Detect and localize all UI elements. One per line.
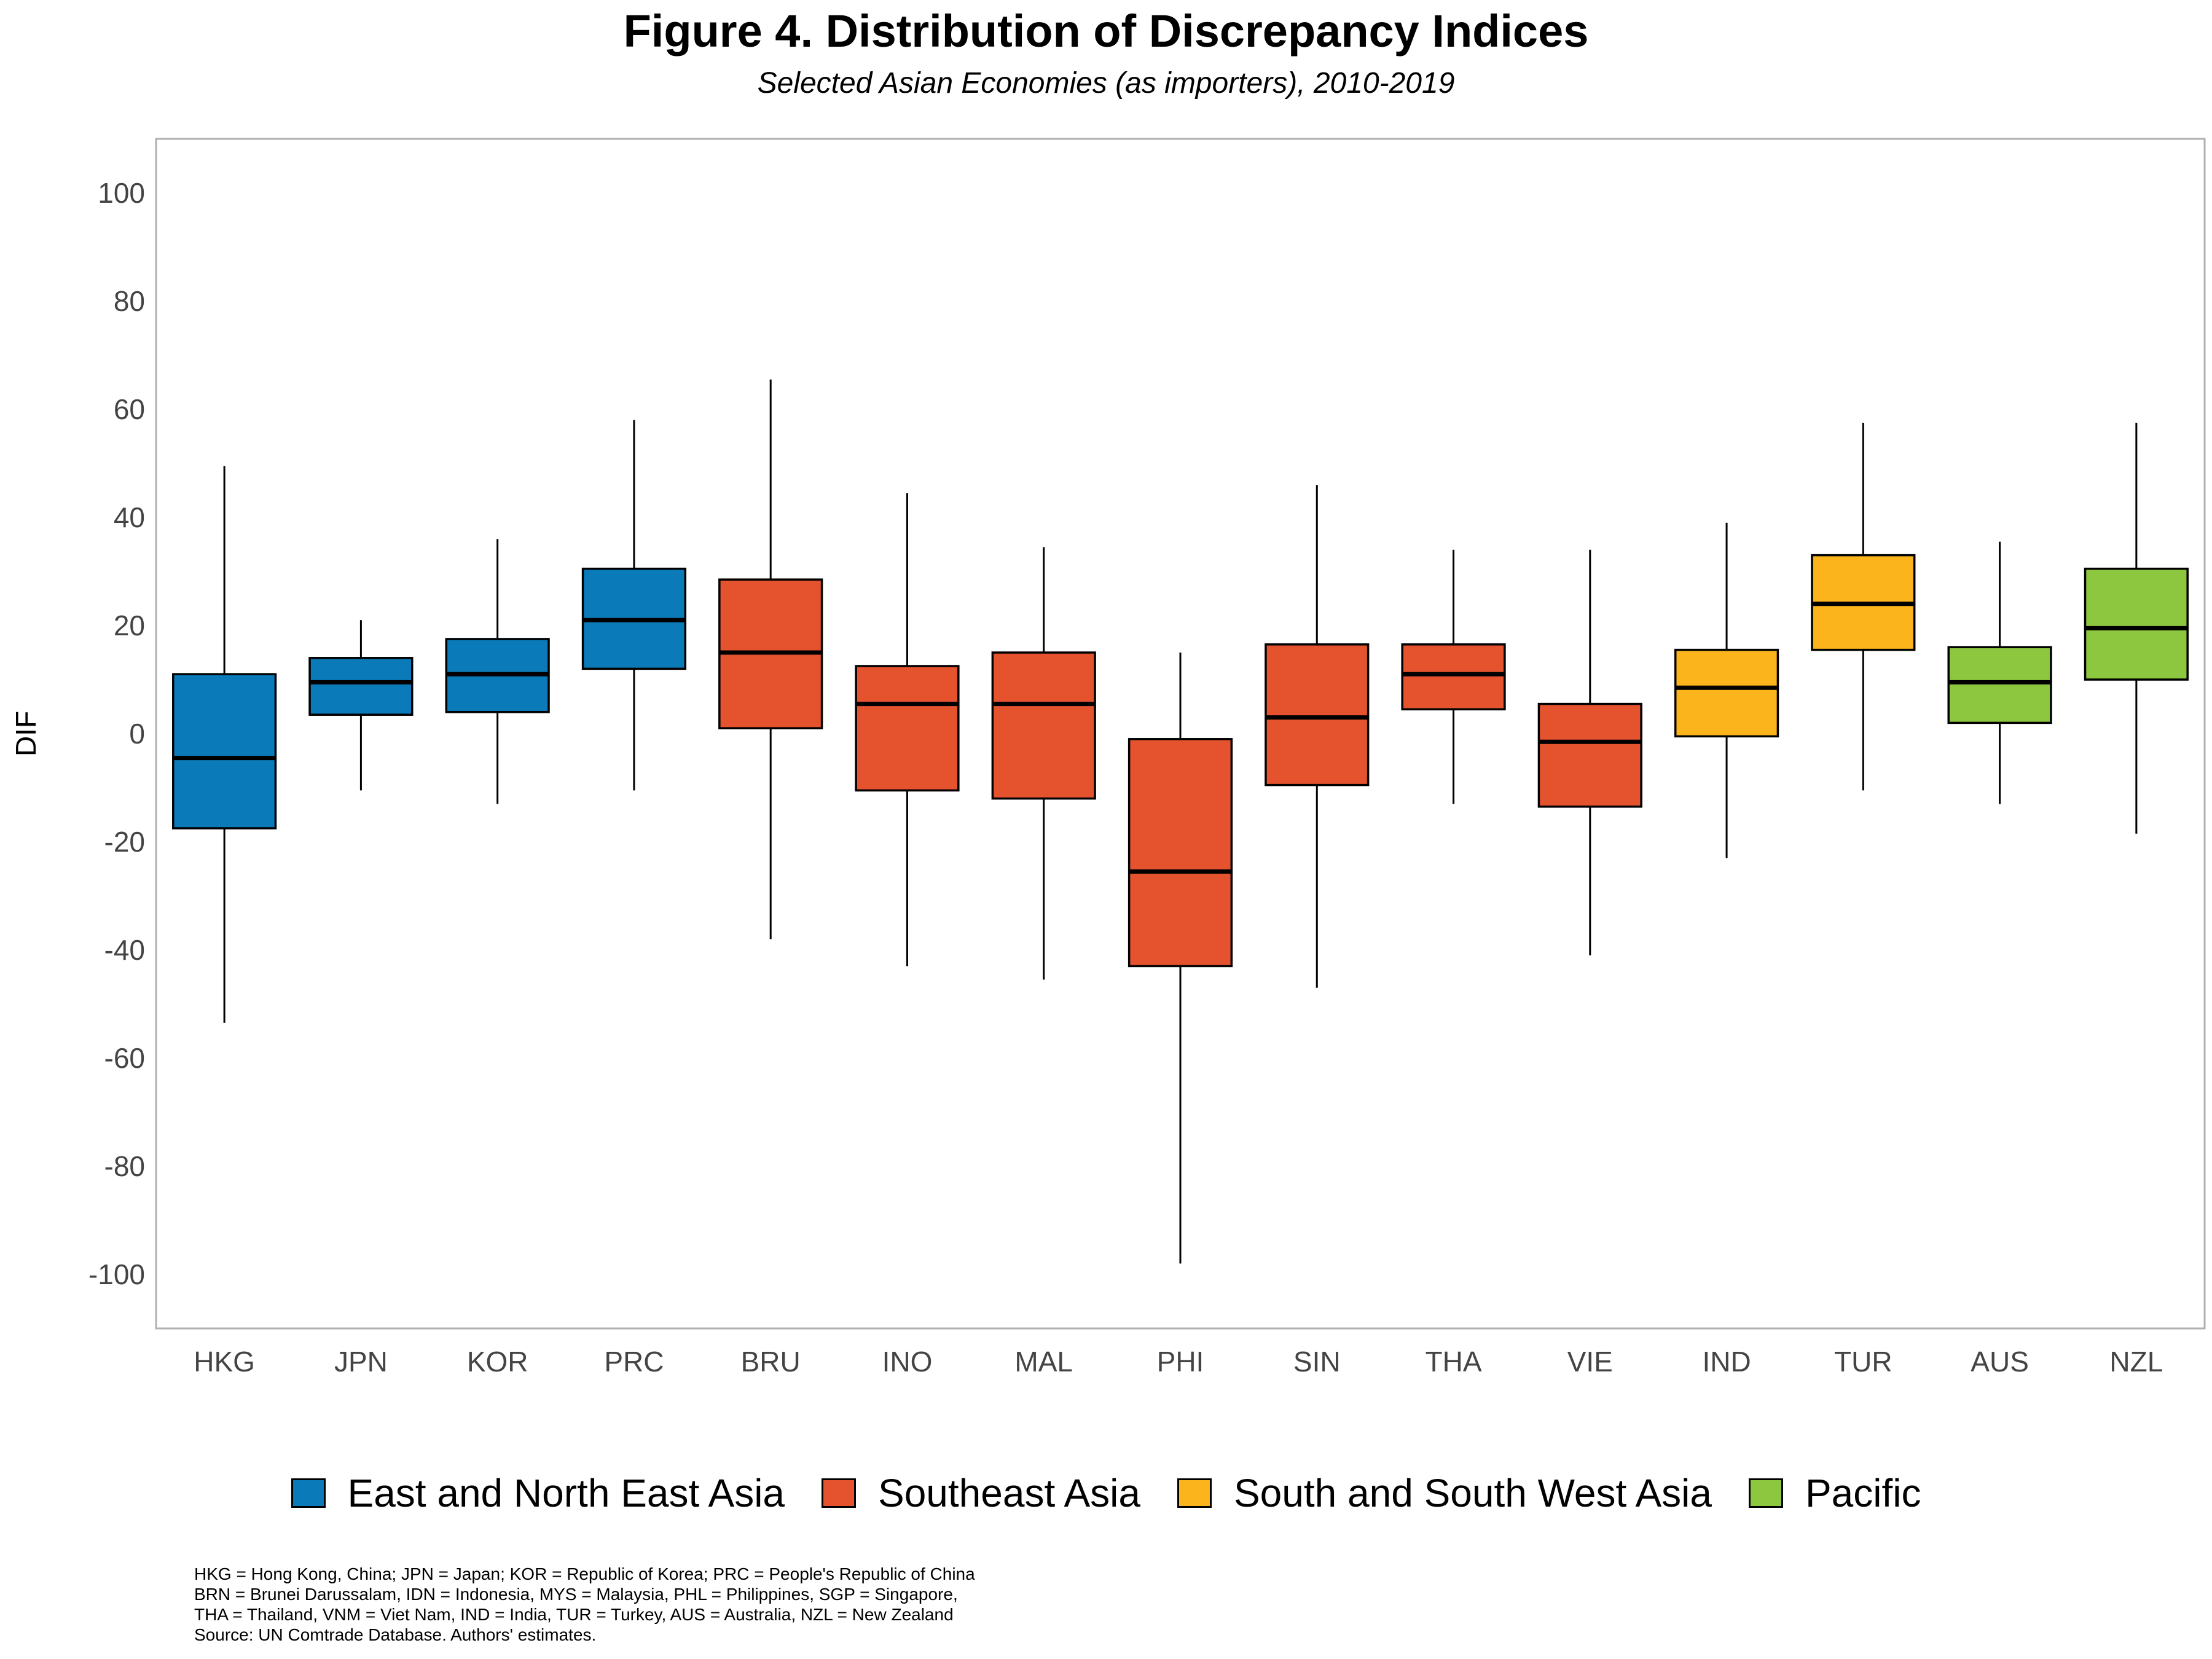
box-kor: [445, 539, 550, 804]
note-line: THA = Thailand, VNM = Viet Nam, IND = In…: [194, 1605, 954, 1624]
box-vie: [1537, 549, 1642, 955]
y-tick-label: 60: [114, 393, 145, 425]
y-tick-label: 40: [114, 501, 145, 533]
box-nzl: [2084, 423, 2189, 834]
x-tick-label: NZL: [2109, 1346, 2163, 1378]
box-tha: [1401, 549, 1506, 804]
note-line: BRN = Brunei Darussalam, IDN = Indonesia…: [194, 1585, 958, 1604]
y-tick-label: -60: [104, 1042, 145, 1074]
box-ino: [855, 493, 960, 967]
legend-label: East and North East Asia: [347, 1471, 785, 1515]
y-tick-label: -20: [104, 826, 145, 858]
x-tick-label: SIN: [1293, 1346, 1341, 1378]
legend-item: Southeast Asia: [822, 1470, 1140, 1516]
x-tick-label: THA: [1426, 1346, 1482, 1378]
chart-legend: East and North East Asia Southeast Asia So…: [0, 1462, 2212, 1524]
y-axis-label: DIF: [10, 711, 42, 756]
legend-swatch: [1177, 1473, 1212, 1513]
box-iqr: [1537, 702, 1642, 808]
x-tick-label: BRU: [741, 1346, 801, 1378]
box-iqr: [855, 665, 960, 792]
y-tick-label: 100: [98, 177, 145, 209]
y-tick-label: -100: [88, 1258, 145, 1290]
x-tick-label: PRC: [604, 1346, 664, 1378]
legend-swatch: [1748, 1473, 1783, 1513]
x-tick-label: PHI: [1157, 1346, 1204, 1378]
box-iqr: [1947, 646, 2052, 724]
x-tick-label: AUS: [1971, 1346, 2029, 1378]
box-series: [172, 379, 2189, 1264]
x-tick-label: JPN: [334, 1346, 388, 1378]
y-tick-label: -40: [104, 934, 145, 966]
legend-swatch: [822, 1473, 857, 1513]
chart-subtitle: Selected Asian Economies (as importers),…: [757, 67, 1455, 100]
x-tick-label: MAL: [1014, 1346, 1073, 1378]
box-ind: [1674, 522, 1779, 858]
box-iqr: [1674, 648, 1779, 738]
box-sin: [1265, 485, 1370, 988]
legend-item: South and South West Asia: [1177, 1470, 1712, 1516]
box-iqr: [308, 657, 414, 716]
box-bru: [718, 379, 823, 939]
box-iqr: [172, 673, 277, 830]
legend-item: Pacific: [1748, 1470, 1921, 1516]
x-tick-label: TUR: [1834, 1346, 1892, 1378]
box-iqr: [2084, 567, 2189, 681]
box-iqr: [1265, 643, 1370, 786]
x-tick-label: KOR: [467, 1346, 528, 1378]
x-tick-label: INO: [882, 1346, 933, 1378]
x-axis-ticks: HKG JPN KOR PRC BRU INO MAL PHI SIN THA VIE IND TUR A…: [194, 1346, 2163, 1378]
legend-label: Pacific: [1805, 1471, 1921, 1515]
note-line: HKG = Hong Kong, China; JPN = Japan; KOR…: [194, 1564, 975, 1583]
x-tick-label: HKG: [194, 1346, 255, 1378]
box-aus: [1947, 541, 2052, 804]
legend-label: Southeast Asia: [878, 1471, 1140, 1515]
x-tick-label: IND: [1702, 1346, 1751, 1378]
box-jpn: [308, 620, 414, 791]
note-line: Source: UN Comtrade Database. Authors' e…: [194, 1625, 597, 1644]
box-hkg: [172, 466, 277, 1023]
y-tick-label: 80: [114, 285, 145, 317]
box-phi: [1128, 653, 1233, 1264]
box-iqr: [1128, 738, 1233, 968]
legend-label: South and South West Asia: [1233, 1471, 1712, 1515]
box-mal: [991, 547, 1096, 980]
legend-swatch: [291, 1473, 326, 1513]
box-tur: [1811, 423, 1916, 791]
x-tick-label: VIE: [1567, 1346, 1613, 1378]
box-iqr: [1401, 643, 1506, 711]
box-prc: [581, 420, 687, 791]
box-iqr: [991, 651, 1096, 800]
y-tick-label: -80: [104, 1150, 145, 1182]
source-notes: HKG = Hong Kong, China; JPN = Japan; KOR…: [194, 1564, 975, 1645]
plot-panel-border: [155, 138, 2206, 1330]
y-tick-label: 20: [114, 610, 145, 641]
chart-title: Figure 4. Distribution of Discrepancy In…: [623, 6, 1589, 57]
y-tick-label: 0: [129, 718, 145, 750]
y-axis-ticks: 100 80 60 40 20 0 -20 -40 -60 -80 -100: [88, 177, 145, 1290]
legend-item: East and North East Asia: [291, 1470, 785, 1516]
box-plot-chart: 100 80 60 40 20 0 -20 -40 -60 -80 -100 HKG JPN KOR PR…: [10, 138, 2206, 1378]
